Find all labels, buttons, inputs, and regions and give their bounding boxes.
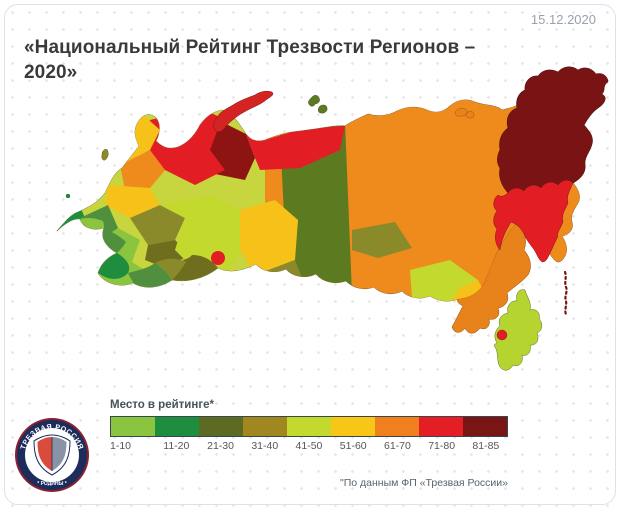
- svg-text:* РОДИНЫ *: * РОДИНЫ *: [37, 481, 66, 487]
